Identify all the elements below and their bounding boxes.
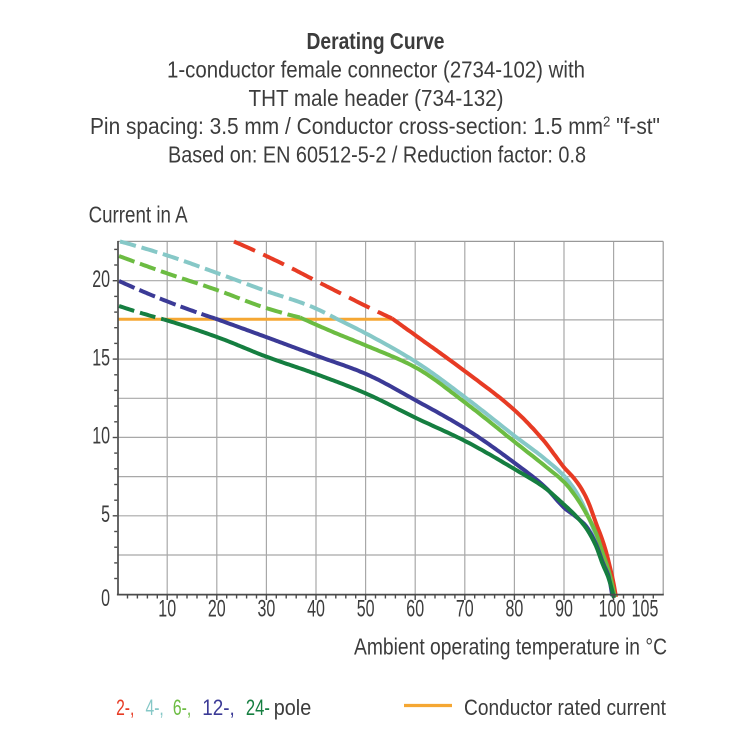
svg-text:Conductor rated current: Conductor rated current <box>464 695 666 720</box>
svg-text:0: 0 <box>101 585 110 612</box>
svg-text:100: 100 <box>599 596 626 623</box>
svg-text:20: 20 <box>208 596 226 623</box>
svg-text:4-,: 4-, <box>146 695 164 720</box>
svg-text:Pin spacing: 3.5 mm / Conducto: Pin spacing: 3.5 mm / Conductor cross-se… <box>90 113 660 139</box>
svg-text:105: 105 <box>632 596 659 623</box>
svg-text:pole: pole <box>274 695 311 720</box>
svg-text:10: 10 <box>158 596 176 623</box>
svg-text:Ambient operating temperature: Ambient operating temperature in °C <box>354 634 667 660</box>
svg-text:Based on: EN 60512-5-2 / Reduc: Based on: EN 60512-5-2 / Reduction facto… <box>168 142 586 168</box>
svg-text:80: 80 <box>506 596 524 623</box>
svg-text:6-,: 6-, <box>173 695 191 720</box>
svg-text:2-,: 2-, <box>116 695 134 720</box>
svg-text:5: 5 <box>101 501 110 528</box>
svg-text:50: 50 <box>357 596 375 623</box>
svg-text:30: 30 <box>258 596 276 623</box>
svg-text:15: 15 <box>92 344 110 371</box>
svg-text:Derating Curve: Derating Curve <box>307 28 445 54</box>
svg-text:20: 20 <box>92 266 110 293</box>
svg-text:1-conductor female connector (: 1-conductor female connector (2734-102) … <box>167 57 585 83</box>
svg-text:Current in A: Current in A <box>89 202 189 228</box>
svg-text:10: 10 <box>92 423 110 450</box>
svg-text:60: 60 <box>406 596 424 623</box>
svg-text:THT male header (734-132): THT male header (734-132) <box>249 85 504 111</box>
svg-text:12-,: 12-, <box>202 695 235 720</box>
svg-text:90: 90 <box>555 596 573 623</box>
svg-text:70: 70 <box>456 596 474 623</box>
svg-text:40: 40 <box>307 596 325 623</box>
svg-text:24-: 24- <box>246 695 270 720</box>
